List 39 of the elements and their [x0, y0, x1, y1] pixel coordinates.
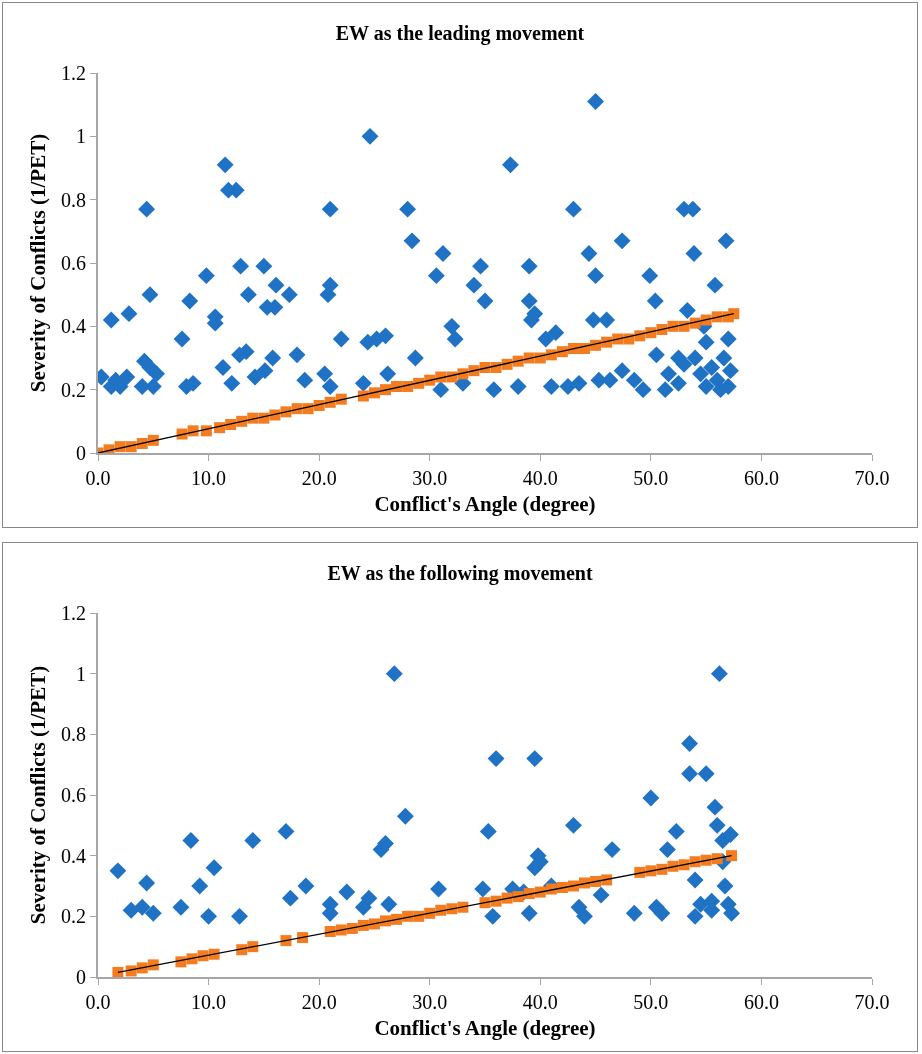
- y-tick-label: 1.2: [61, 602, 86, 624]
- x-tick-label: 60.0: [743, 467, 779, 489]
- x-tick-label: 10.0: [191, 467, 227, 489]
- y-tick-label: 1: [76, 662, 86, 685]
- x-tick-label: 60.0: [743, 991, 779, 1013]
- x-tick-label: 20.0: [301, 467, 337, 489]
- point: [112, 966, 124, 977]
- y-tick-label: 0: [76, 442, 86, 464]
- x-tick-label: 50.0: [633, 467, 669, 489]
- y-tick-label: 0.6: [61, 252, 86, 274]
- x-tick-label: 30.0: [412, 991, 448, 1013]
- x-axis-title: Conflict's Angle (degree): [374, 491, 596, 516]
- x-tick-label: 70.0: [854, 467, 890, 489]
- x-tick-label: 50.0: [633, 991, 669, 1013]
- x-tick-label: 30.0: [412, 467, 448, 489]
- y-axis-title: Severity of Conflicts (1/PET): [25, 133, 50, 393]
- x-tick-label: 70.0: [854, 991, 890, 1013]
- y-tick-label: 0.6: [61, 784, 86, 806]
- x-tick-label: 20.0: [301, 991, 337, 1013]
- point: [726, 850, 738, 862]
- chart-title: EW as the following movement: [327, 561, 593, 585]
- y-axis-title: Severity of Conflicts (1/PET): [25, 665, 50, 925]
- x-tick-label: 10.0: [191, 991, 227, 1013]
- x-tick-label: 0.0: [85, 467, 111, 489]
- x-axis-title: Conflict's Angle (degree): [374, 1015, 596, 1040]
- x-tick-label: 40.0: [522, 991, 558, 1013]
- chart-title: EW as the leading movement: [335, 22, 585, 46]
- y-tick-label: 0.8: [61, 188, 86, 211]
- y-tick-label: 0.2: [61, 378, 86, 401]
- y-tick-label: 1: [76, 125, 86, 148]
- y-tick-label: 0.2: [61, 905, 86, 928]
- y-tick-label: 0.8: [61, 723, 86, 746]
- y-tick-label: 1.2: [61, 62, 86, 84]
- y-tick-label: 0.4: [61, 844, 86, 867]
- y-tick-label: 0.4: [61, 315, 86, 338]
- y-tick-label: 0: [76, 966, 86, 988]
- x-tick-label: 0.0: [85, 991, 111, 1013]
- x-tick-label: 40.0: [522, 467, 558, 489]
- point: [728, 308, 740, 320]
